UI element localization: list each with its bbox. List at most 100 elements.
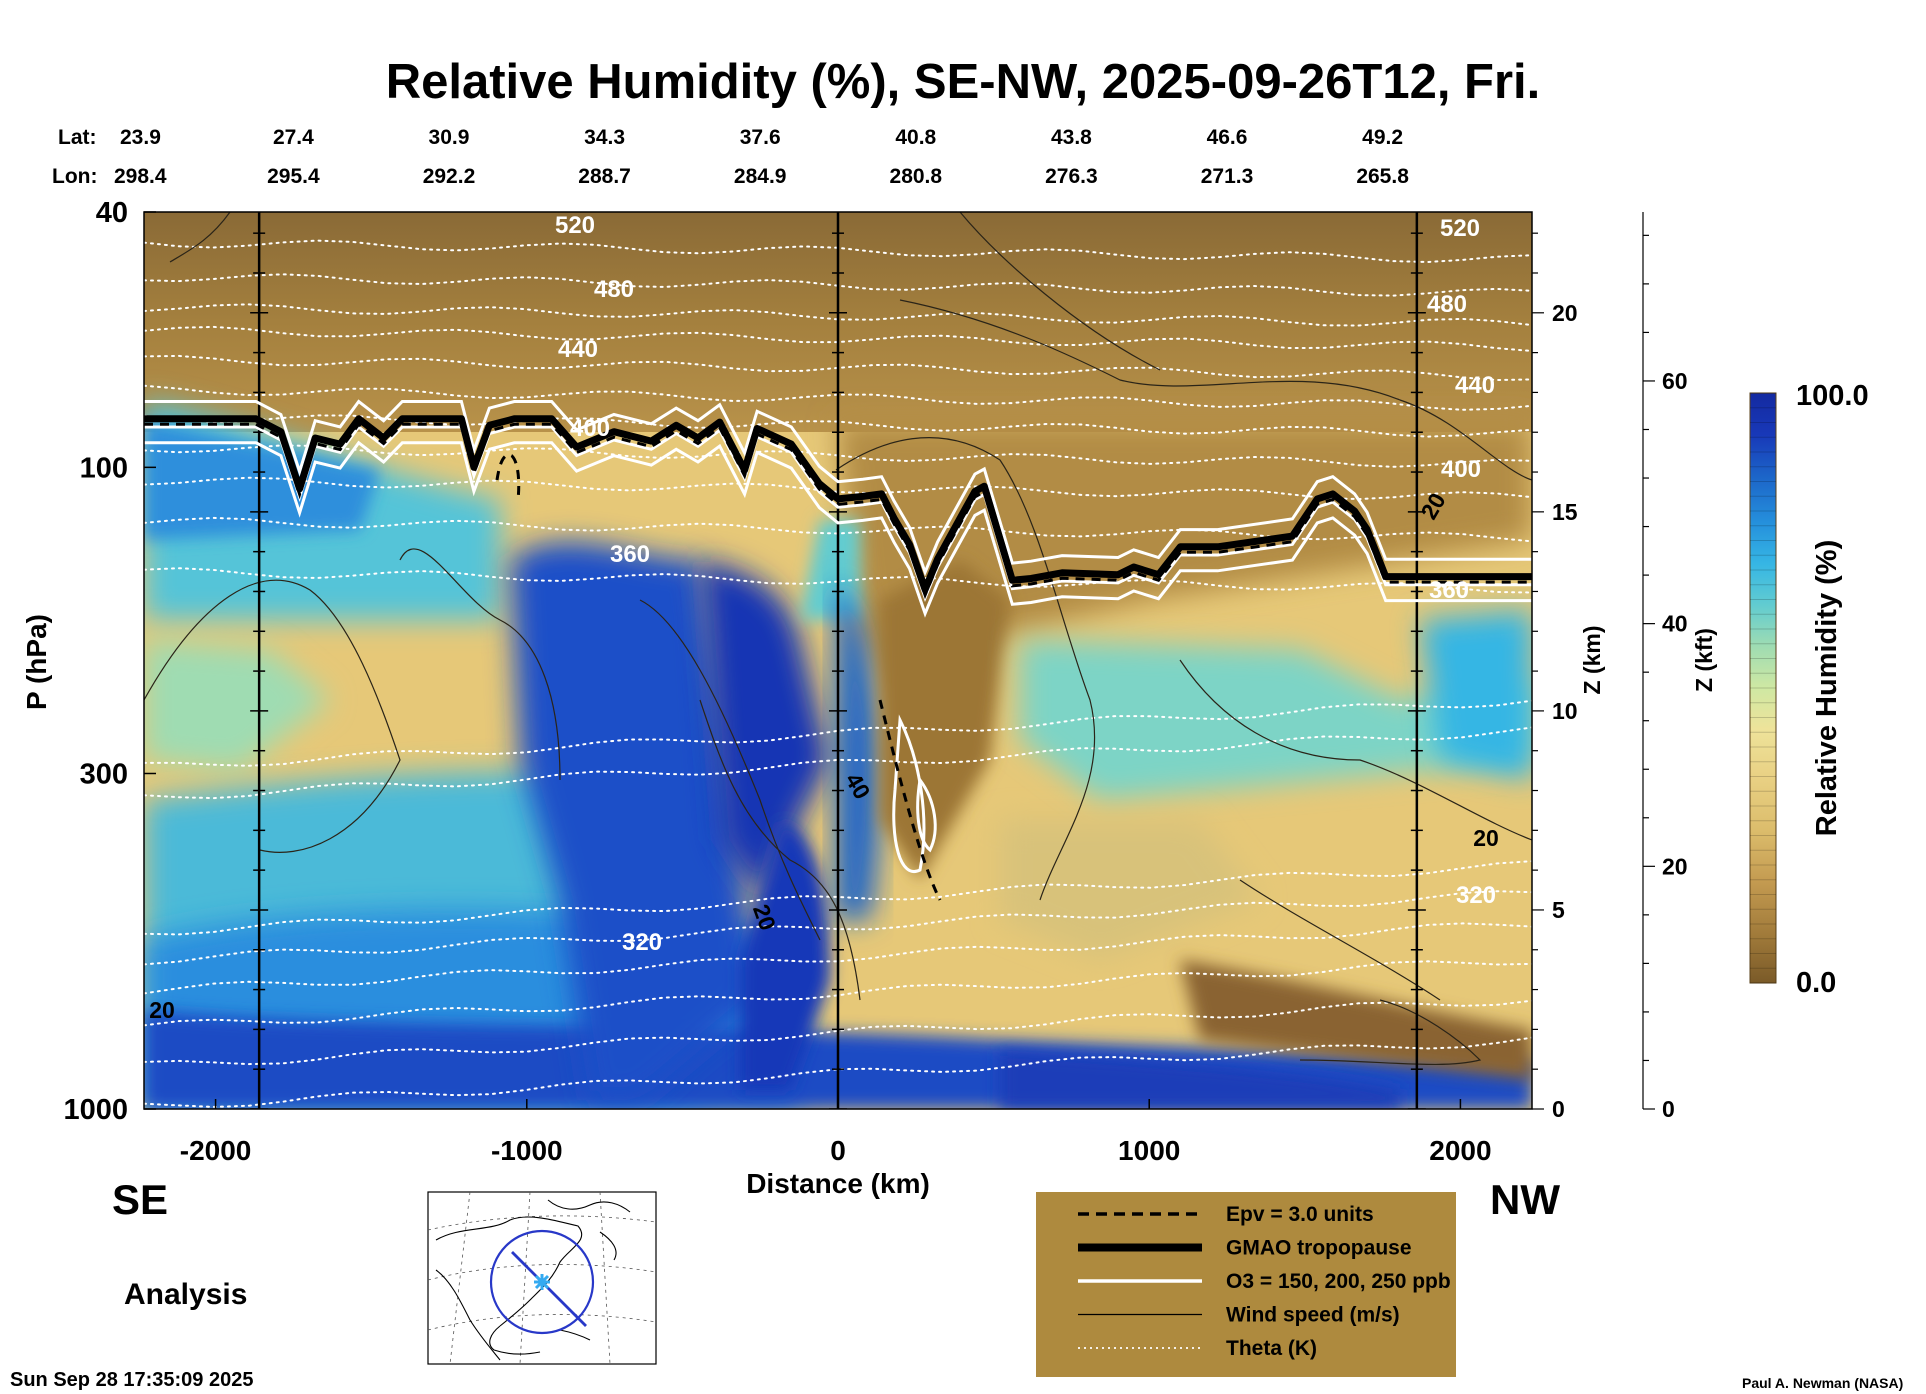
ozone-contour: [144, 424, 1532, 602]
theta-label: 480: [594, 276, 634, 303]
legend-label: Theta (K): [1226, 1337, 1317, 1360]
theta-label: 480: [1427, 291, 1467, 318]
legend-label: Epv = 3.0 units: [1226, 1203, 1374, 1226]
ozone-contour: [144, 399, 1532, 577]
x-axis-title: Distance (km): [746, 1168, 930, 1199]
p-tick-label: 300: [80, 758, 128, 790]
z-kft-tick-label: 0: [1662, 1096, 1675, 1122]
wind-speed-contour: [639, 599, 821, 941]
lon-value: 284.9: [734, 165, 787, 188]
lon-value: 280.8: [890, 165, 943, 188]
wind-speed-contour: [1179, 659, 1532, 841]
theta-label: 400: [570, 415, 610, 442]
z-km-tick-label: 20: [1552, 300, 1578, 326]
theta-label: 360: [610, 541, 650, 568]
theta-label: 440: [558, 336, 598, 363]
theta-label: 520: [555, 212, 595, 239]
lon-value: 276.3: [1045, 165, 1098, 188]
lat-value: 49.2: [1362, 126, 1403, 149]
lat-value: 23.9: [120, 126, 161, 149]
lat-value: 37.6: [740, 126, 781, 149]
theta-label: 320: [622, 929, 662, 956]
theta-isentrope: [144, 1036, 1532, 1108]
z-km-tick-label: 0: [1552, 1096, 1565, 1122]
chart-title: Relative Humidity (%), SE-NW, 2025-09-26…: [386, 55, 1541, 109]
lon-value: 298.4: [114, 165, 167, 188]
center-marker-icon: [534, 1274, 550, 1290]
z-kft-tick-label: 60: [1662, 368, 1688, 394]
x-tick-label: 0: [830, 1135, 846, 1166]
theta-label: 360: [1429, 577, 1469, 604]
lat-value: 43.8: [1051, 126, 1092, 149]
colorbar-min-label: 0.0: [1796, 967, 1836, 999]
theta-isentrope: [144, 303, 1532, 327]
timestamp: Sun Sep 28 17:35:09 2025: [10, 1369, 253, 1391]
epv-contour: [878, 699, 942, 901]
lon-value: 295.4: [267, 165, 320, 188]
theta-isentrope: [144, 960, 1532, 1027]
wind-speed-contour: [959, 212, 1161, 371]
theta-label: 320: [1456, 882, 1496, 909]
z-kft-tick-label: 20: [1662, 853, 1688, 879]
ozone-fold-contour: [892, 714, 926, 873]
y-axis-title: P (hPa): [21, 614, 52, 710]
epv-contour: [144, 422, 1532, 600]
credit: Paul A. Newman (NASA): [1742, 1375, 1903, 1391]
z-km-axis-title: Z (km): [1579, 626, 1605, 695]
p-tick-label: 1000: [63, 1094, 128, 1126]
theta-isentrope: [144, 860, 1532, 936]
wind-speed-contour: [699, 699, 861, 1001]
theta-label: 400: [1441, 456, 1481, 483]
tropopause-line: [144, 415, 1532, 593]
theta-isentrope: [144, 699, 1532, 767]
wind-speed-contour: [169, 212, 231, 263]
colorbar-max-label: 100.0: [1796, 380, 1869, 412]
p-tick-label: 100: [80, 452, 128, 484]
theta-isentrope: [144, 384, 1532, 411]
x-tick-label: -1000: [491, 1135, 563, 1166]
axes: -2000 -1000 0 1000 2000 40 100 300 1000 0 5 10 15 20 0…: [63, 197, 1687, 1166]
direction-se: SE: [112, 1176, 168, 1223]
theta-isentrope: [144, 922, 1532, 995]
inset-map: [427, 1191, 657, 1365]
colorbar-gradient: [1749, 392, 1777, 984]
theta-isentrope: [144, 999, 1532, 1066]
lat-value: 46.6: [1207, 126, 1248, 149]
coastline-icon: [435, 1199, 631, 1361]
lat-value: 27.4: [273, 126, 314, 149]
domain-circle-icon: [489, 1229, 595, 1335]
wind-speed-contour: [1299, 999, 1482, 1066]
wind-speed-contour: [899, 299, 1532, 481]
ozone-contour: [144, 440, 1532, 618]
theta-isentrope: [144, 476, 1532, 501]
lat-value: 30.9: [429, 126, 470, 149]
lon-value: 292.2: [423, 165, 476, 188]
wind-label: 20: [1473, 825, 1499, 851]
theta-isentrope: [144, 726, 1532, 800]
z-kft-axis-title: Z (kft): [1691, 628, 1717, 692]
x-tick-label: 2000: [1429, 1135, 1491, 1166]
mode-label: Analysis: [124, 1278, 247, 1311]
lat-value: 40.8: [895, 126, 936, 149]
lat-value: 34.3: [584, 126, 625, 149]
x-tick-label: -2000: [180, 1135, 252, 1166]
colorbar-title: Relative Humidity (%): [1811, 540, 1843, 837]
legend-label: Wind speed (m/s): [1226, 1304, 1400, 1327]
ozone-fold-contour: [916, 776, 937, 853]
theta-label: 520: [1440, 215, 1480, 242]
theta-isentrope: [144, 890, 1532, 966]
z-km-tick-label: 15: [1552, 499, 1578, 525]
lon-value: 288.7: [578, 165, 631, 188]
overlays: 5204804404003603205204804404003603202040…: [144, 212, 1532, 1109]
z-kft-tick-label: 40: [1662, 611, 1688, 637]
z-km-tick-label: 10: [1552, 698, 1578, 724]
z-km-tick-label: 5: [1552, 897, 1565, 923]
legend-label: GMAO tropopause: [1226, 1237, 1412, 1260]
wind-speed-contour: [144, 579, 401, 853]
lon-value: 271.3: [1201, 165, 1254, 188]
x-tick-label: 1000: [1118, 1135, 1180, 1166]
lat-lon-header: 23.9 27.4 30.9 34.3 37.6 40.8 43.8 46.6 49.2 298.…: [114, 126, 1409, 188]
lon-label: Lon:: [52, 165, 97, 188]
direction-nw: NW: [1490, 1176, 1560, 1223]
